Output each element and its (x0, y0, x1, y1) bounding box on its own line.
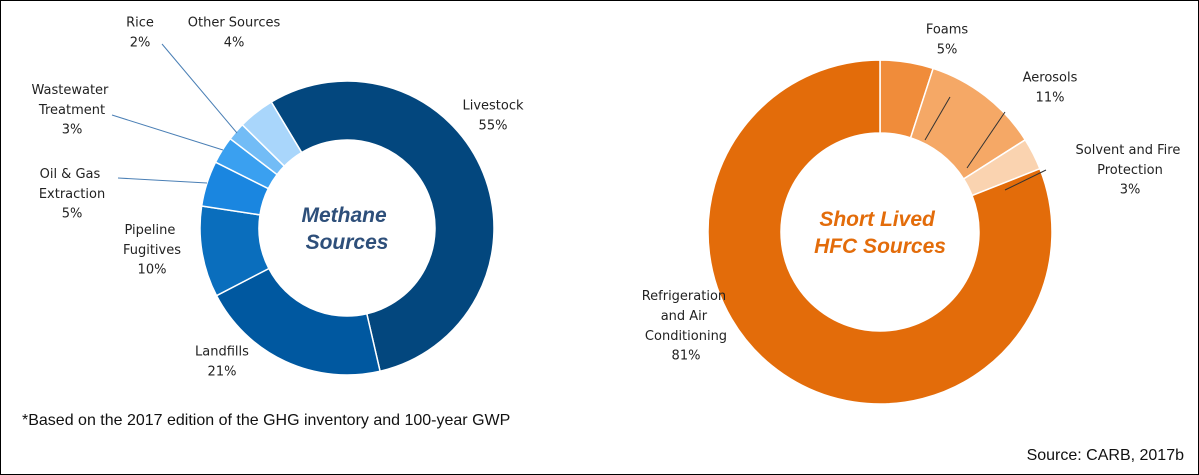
value-label: 3% (1120, 183, 1141, 198)
leader-line (111, 114, 224, 151)
value-label: 21% (208, 365, 237, 380)
leader-line (117, 177, 208, 184)
leader-line (966, 111, 1006, 169)
slice-label: Rice (126, 16, 154, 31)
footnote: *Based on the 2017 edition of the GHG in… (22, 412, 510, 429)
value-label: 81% (672, 349, 701, 364)
slice-label: Solvent and Fire Protection (1076, 143, 1185, 178)
slice-label: Oil & Gas Extraction (39, 167, 105, 202)
value-label: 5% (62, 207, 83, 222)
source: Source: CARB, 2017b (1027, 447, 1185, 464)
slice-label: Livestock (462, 99, 524, 114)
slice (215, 267, 381, 376)
slice-label: Landfills (195, 345, 249, 360)
slice (707, 59, 1053, 405)
slice-label: Foams (926, 23, 969, 38)
slice (270, 80, 495, 373)
slice (241, 100, 303, 168)
slice-label: Wastewater Treatment (31, 83, 112, 118)
slice-label: Aerosols (1023, 71, 1078, 86)
slice-label: Other Sources (188, 16, 281, 31)
value-label: 4% (224, 36, 245, 51)
slice-label: Pipeline Fugitives (123, 223, 181, 258)
value-label: 5% (937, 43, 958, 58)
leader-line (161, 43, 238, 134)
value-label: 3% (62, 123, 83, 138)
value-label: 10% (138, 263, 167, 278)
leader-line (924, 96, 951, 141)
center-title: Short Lived HFC Sources (814, 208, 946, 258)
value-label: 2% (130, 36, 151, 51)
value-label: 11% (1036, 91, 1065, 106)
center-title: Methane Sources (301, 204, 392, 254)
slice-label: Refrigeration and Air Conditioning (642, 289, 731, 344)
value-label: 55% (479, 119, 508, 134)
leader-line (1004, 169, 1047, 191)
